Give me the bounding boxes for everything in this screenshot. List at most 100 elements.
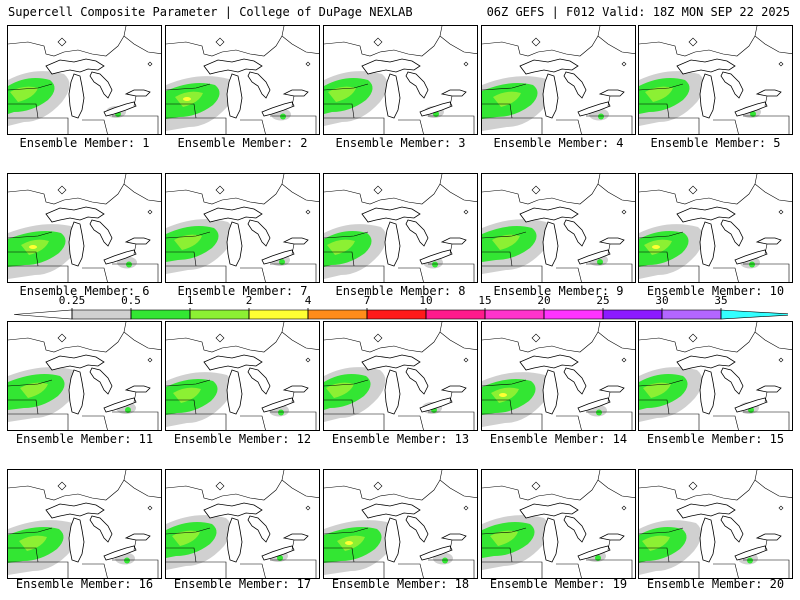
lake-outline (577, 101, 611, 117)
lake-outline (699, 73, 716, 119)
legend-color-swatch (484, 309, 545, 320)
state-border (324, 399, 355, 415)
state-border (482, 103, 513, 119)
lake-outline (361, 354, 421, 371)
state-border (586, 115, 633, 134)
member-label: Ensemble Member: 11 (15, 432, 154, 446)
lake-outline (282, 89, 309, 97)
scp-contour-lime (172, 530, 200, 546)
state-border (166, 265, 227, 282)
lake-outline (598, 533, 625, 541)
lake-outline (247, 515, 271, 543)
scp-contour-lime (326, 382, 354, 398)
state-border (324, 174, 443, 205)
lake-outline (247, 219, 271, 247)
scp-contour-green (596, 409, 602, 416)
legend-tick-label: 1 (186, 294, 194, 307)
island-outline (688, 481, 698, 491)
lake-outline (226, 517, 243, 563)
lake-outline (676, 502, 736, 519)
legend-color-swatch (71, 309, 132, 320)
state-border (8, 561, 69, 578)
legend-tick-label: 15 (478, 294, 492, 307)
lake-outline (419, 101, 453, 117)
lake-outline (519, 58, 579, 75)
lake-outline (89, 71, 113, 99)
state-border (754, 331, 792, 351)
lake-outline (89, 367, 113, 395)
island-outline (778, 61, 784, 67)
member-label: Ensemble Member: 1 (19, 136, 150, 150)
scp-contour-green (749, 261, 755, 268)
lake-outline (405, 367, 429, 395)
scp-contour-yellow (652, 245, 660, 249)
state-border (713, 415, 739, 430)
island-outline (463, 61, 469, 67)
state-border (639, 251, 670, 267)
lake-outline (419, 545, 453, 561)
state-border (166, 83, 211, 91)
island-outline (57, 333, 67, 343)
state-border (240, 563, 266, 578)
state-border (607, 539, 611, 551)
lake-outline (676, 58, 736, 75)
scp-contour-lime (645, 86, 673, 102)
legend-color-swatch (602, 309, 663, 320)
state-border (428, 411, 475, 430)
lake-outline (384, 73, 401, 119)
state-border (639, 413, 700, 430)
lake-outline (577, 249, 611, 265)
lake-outline (203, 354, 263, 371)
scp-contour-lime (173, 387, 201, 403)
legend-color-swatch (366, 309, 427, 320)
member-map (166, 174, 319, 282)
member-label: Ensemble Member: 5 (650, 136, 781, 150)
island-outline (147, 505, 153, 511)
state-border (8, 83, 53, 91)
state-border (123, 183, 161, 203)
legend-left-arrow (14, 309, 73, 320)
state-border (482, 322, 601, 353)
legend-color-swatch (425, 309, 486, 320)
island-outline (57, 481, 67, 491)
state-border (639, 265, 700, 282)
state-border (166, 251, 197, 267)
member-map-panel (638, 469, 793, 579)
lake-outline (598, 385, 625, 393)
lake-outline (384, 517, 401, 563)
state-border (482, 547, 513, 563)
lake-outline (226, 73, 243, 119)
lake-outline (45, 58, 105, 75)
member-map-panel (165, 469, 320, 579)
state-border (8, 117, 69, 134)
state-border (482, 251, 513, 267)
lake-outline (699, 221, 716, 267)
state-border (8, 26, 127, 57)
state-border (270, 411, 317, 430)
state-border (82, 415, 108, 430)
member-map (8, 470, 161, 578)
scp-contour-lime (327, 239, 355, 255)
color-legend: 0.25 0.5 1 2 4 7 10 15 20 25 30 35 (14, 294, 788, 322)
legend-color-swatch (543, 309, 604, 320)
scp-contour-green (280, 113, 286, 120)
state-border (82, 563, 108, 578)
island-outline (463, 357, 469, 363)
state-border (8, 399, 39, 415)
state-border (166, 547, 197, 563)
state-border (482, 174, 601, 205)
member-map (639, 470, 792, 578)
legend-tick-label: 30 (655, 294, 669, 307)
member-label: Ensemble Member: 19 (489, 577, 628, 591)
state-border (123, 331, 161, 351)
state-border (123, 479, 161, 499)
state-border (270, 115, 317, 134)
state-border (166, 470, 285, 501)
state-border (112, 263, 159, 282)
island-outline (305, 505, 311, 511)
state-border (449, 243, 453, 255)
legend-tick-label: 2 (245, 294, 253, 307)
legend-tick-label: 0.25 (58, 294, 86, 307)
scp-contour-yellow (29, 245, 37, 249)
state-border (482, 561, 543, 578)
